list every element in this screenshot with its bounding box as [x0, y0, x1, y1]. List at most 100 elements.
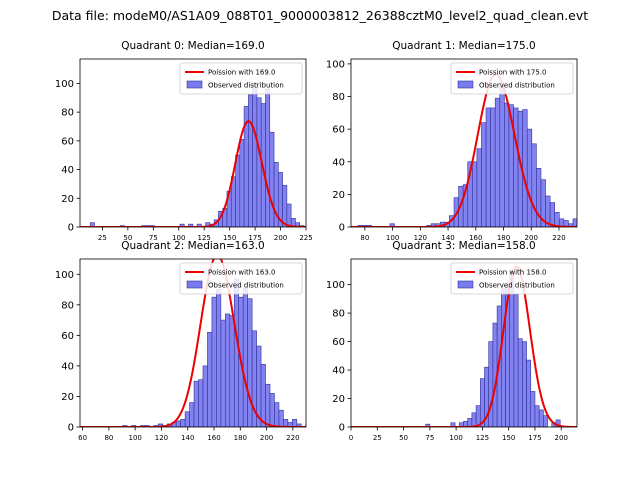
y-tick-label: 60	[332, 125, 345, 136]
histogram-bar	[488, 341, 494, 427]
legend: Poission with 175.0 Observed distribution	[450, 62, 574, 95]
x-tick-label: 200	[525, 234, 538, 242]
histogram-bar	[269, 131, 275, 227]
y-tick-label: 40	[61, 361, 74, 372]
y-tick-label: 60	[332, 337, 345, 348]
histogram-bars	[357, 86, 577, 227]
subplot-quadrant-2: Quadrant 2: Median=163.0 60 80 100 120 140 160…	[55, 240, 307, 442]
histogram-bar	[265, 88, 271, 227]
subplot-title: Quadrant 3: Median=158.0	[392, 240, 535, 252]
histogram-bar	[425, 423, 431, 427]
x-tick-label: 200	[274, 234, 287, 242]
legend-label-bars: Observed distribution	[479, 82, 555, 90]
x-tick-label: 100	[449, 434, 462, 442]
y-axis: 0 20 40 60 80 100	[326, 59, 351, 234]
histogram-bar	[260, 364, 266, 427]
y-tick-label: 80	[61, 300, 74, 311]
legend: Poission with 163.0 Observed distribution	[179, 262, 303, 295]
legend-label-curve: Poission with 163.0	[208, 269, 276, 277]
x-tick-label: 140	[441, 234, 454, 242]
x-tick-label: 125	[476, 434, 489, 442]
x-tick-label: 75	[425, 434, 434, 442]
histogram-bar	[549, 202, 555, 227]
axes-frame	[350, 258, 578, 428]
poisson-fit-curve	[80, 259, 306, 427]
x-tick-label: 160	[207, 434, 220, 442]
histogram-bar	[494, 97, 501, 227]
histogram-bar	[235, 154, 241, 227]
histogram-bar	[472, 161, 478, 227]
legend-bar-swatch	[186, 280, 203, 289]
histogram-bar	[296, 423, 302, 427]
histogram-bar	[233, 278, 240, 427]
plot-area	[351, 73, 577, 227]
histogram-bar	[471, 412, 477, 427]
histogram-bar	[504, 102, 510, 227]
y-tick-label: 60	[61, 331, 74, 342]
y-tick-label: 40	[61, 165, 74, 176]
x-tick-label: 25	[98, 234, 107, 242]
histogram-bar	[513, 107, 519, 227]
x-tick-label: 220	[286, 434, 299, 442]
x-tick-label: 140	[181, 434, 194, 442]
subplot-quadrant-3: Quadrant 3: Median=158.0 0 25 50 75 100 125 150…	[326, 240, 578, 442]
histogram-bar	[476, 148, 482, 227]
y-tick-label: 0	[339, 223, 345, 234]
x-tick-label: 175	[248, 234, 261, 242]
x-tick-label: 100	[386, 234, 399, 242]
histogram-bar	[450, 422, 456, 427]
legend-label-bars: Observed distribution	[479, 282, 555, 290]
x-tick-label: 180	[497, 234, 510, 242]
legend-box	[179, 262, 303, 295]
histogram-bar	[220, 319, 226, 427]
subplot-quadrant-1: Quadrant 1: Median=175.0 80 100 120 140 160 18…	[326, 40, 578, 242]
y-axis: 0 20 40 60 80 100	[326, 280, 351, 434]
histogram-bar	[467, 418, 473, 427]
poisson-fit-curve	[351, 73, 577, 227]
x-tick-label: 150	[223, 234, 236, 242]
histogram-bar	[531, 143, 537, 227]
histogram-bar	[265, 383, 271, 427]
x-tick-label: 160	[469, 234, 482, 242]
subplot-quadrant-0: Quadrant 0: Median=169.0 25 50 75 100 125 150 1…	[55, 40, 313, 242]
x-tick-label: 220	[552, 234, 565, 242]
histogram-bar	[278, 409, 284, 427]
y-tick-label: 20	[61, 392, 74, 403]
histogram-bar	[485, 107, 491, 227]
subplot-grid: Quadrant 0: Median=169.0 25 50 75 100 125 150 1…	[55, 40, 578, 442]
legend: Poission with 158.0 Observed distribution	[450, 262, 574, 295]
histogram-bar	[513, 294, 519, 427]
y-tick-label: 80	[61, 108, 74, 119]
histogram-bar	[538, 409, 544, 427]
x-tick-label: 100	[128, 434, 141, 442]
x-tick-label: 25	[373, 434, 382, 442]
histogram-bar	[252, 83, 258, 227]
subplot-title: Quadrant 2: Median=163.0	[121, 240, 264, 252]
histogram-bar	[211, 296, 217, 427]
x-axis: 25 50 75 100 125 150 175 200 225	[98, 227, 313, 242]
histogram-bar	[184, 411, 190, 427]
histogram-bar	[554, 212, 560, 227]
x-tick-label: 125	[198, 234, 211, 242]
histogram-bar	[225, 313, 231, 427]
legend-bar-swatch	[186, 80, 203, 89]
histogram-bar	[509, 271, 515, 427]
x-tick-label: 50	[399, 434, 408, 442]
x-tick-label: 175	[528, 434, 541, 442]
y-tick-label: 20	[61, 194, 74, 205]
y-tick-label: 80	[332, 309, 345, 320]
y-tick-label: 100	[326, 280, 345, 291]
legend-bar-swatch	[457, 280, 474, 289]
histogram-bar	[239, 139, 245, 227]
x-tick-label: 120	[155, 434, 168, 442]
y-tick-label: 100	[326, 59, 345, 70]
legend-box	[450, 262, 574, 295]
histogram-bar	[389, 223, 395, 227]
legend-bar-swatch	[457, 80, 474, 89]
histogram-bar	[242, 287, 248, 427]
x-tick-label: 50	[123, 234, 132, 242]
histogram-bar	[193, 380, 199, 427]
histogram-bar	[269, 393, 275, 427]
histogram-bar	[175, 420, 181, 427]
